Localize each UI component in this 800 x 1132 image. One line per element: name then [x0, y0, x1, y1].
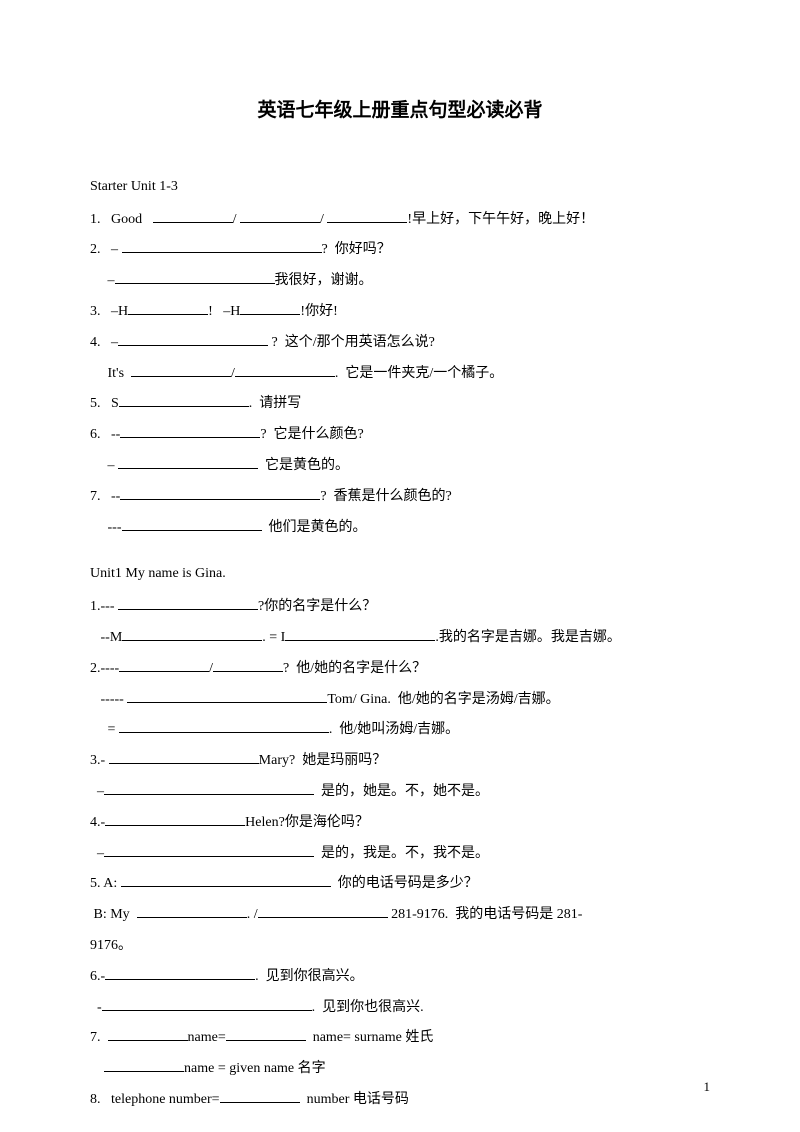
worksheet-line: 3.- Mary? 她是玛丽吗？	[90, 746, 710, 777]
page-number: 1	[704, 1073, 711, 1102]
worksheet-line: 3. –H! –H!你好!	[90, 297, 710, 328]
worksheet-line: 4.-Helen?你是海伦吗？	[90, 808, 710, 839]
worksheet-line: –我很好，谢谢。	[90, 266, 710, 297]
worksheet-line: 2.----/? 他/她的名字是什么？	[90, 654, 710, 685]
worksheet-line: B: My . / 281-9176. 我的电话号码是 281-	[90, 900, 710, 931]
page-title: 英语七年级上册重点句型必读必背	[90, 90, 710, 132]
worksheet-line: 5. A: 你的电话号码是多少？	[90, 869, 710, 900]
worksheet-line: 5. S. 请拼写	[90, 389, 710, 420]
worksheet-line: ----- Tom/ Gina. 他/她的名字是汤姆/吉娜。	[90, 685, 710, 716]
worksheet-line: -. 见到你也很高兴.	[90, 993, 710, 1024]
section-unit1-header: Unit1 My name is Gina.	[90, 559, 710, 590]
worksheet-line: 6.-. 见到你很高兴。	[90, 962, 710, 993]
worksheet-line: 1. Good / / !早上好，下午午好，晚上好！	[90, 205, 710, 236]
worksheet-line: 7. --? 香蕉是什么颜色的?	[90, 482, 710, 513]
worksheet-line: 2. – ? 你好吗？	[90, 235, 710, 266]
worksheet-line: 9176。	[90, 931, 710, 962]
worksheet-line: --M. = I.我的名字是吉娜。我是吉娜。	[90, 623, 710, 654]
worksheet-line: – 它是黄色的。	[90, 451, 710, 482]
section-starter-header: Starter Unit 1-3	[90, 172, 710, 203]
worksheet-line: – 是的，我是。不，我不是。	[90, 839, 710, 870]
worksheet-line: 6. --? 它是什么颜色?	[90, 420, 710, 451]
worksheet-line: 7. name= name= surname 姓氏	[90, 1023, 710, 1054]
worksheet-line: It's /. 它是一件夹克/一个橘子。	[90, 359, 710, 390]
worksheet-line: – 是的，她是。不，她不是。	[90, 777, 710, 808]
worksheet-line: = . 他/她叫汤姆/吉娜。	[90, 715, 710, 746]
worksheet-line: 4. – ? 这个/那个用英语怎么说?	[90, 328, 710, 359]
worksheet-line: 1.--- ?你的名字是什么？	[90, 592, 710, 623]
worksheet-line: 8. telephone number= number 电话号码	[90, 1085, 710, 1116]
worksheet-line: name = given name 名字	[90, 1054, 710, 1085]
worksheet-line: --- 他们是黄色的。	[90, 513, 710, 544]
